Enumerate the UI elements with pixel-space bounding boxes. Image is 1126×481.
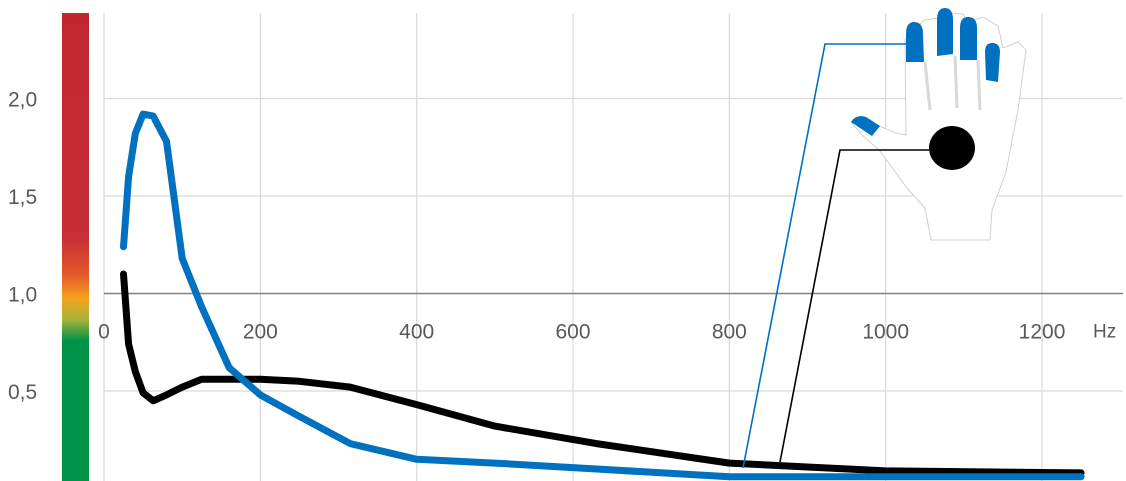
x-tick-label: 200: [243, 321, 278, 344]
x-tick-label: 600: [555, 321, 590, 344]
risk-color-scale: [62, 13, 89, 481]
fingers-leader-line: [742, 43, 906, 469]
fingertip-index: [906, 22, 924, 62]
fingertip-ring: [960, 17, 977, 60]
palm-sensor-icon: [929, 126, 975, 170]
palm-leader-line: [779, 149, 929, 463]
series-line-fingers: [120, 110, 1085, 481]
fingertip-little: [985, 43, 1000, 82]
x-axis-unit: Hz: [1093, 322, 1116, 343]
series-line-palm: [120, 270, 1085, 477]
fingertip-middle: [937, 8, 953, 56]
y-tick-label: 2,0: [8, 89, 37, 112]
glove-icon: [850, 8, 1027, 241]
x-tick-label: 1000: [862, 321, 909, 344]
x-tick-label: 800: [712, 321, 747, 344]
y-tick-label: 0,5: [8, 381, 37, 404]
fingertip-thumb: [851, 116, 880, 136]
x-tick-label: 1200: [1019, 321, 1066, 344]
axis-ticks: 0,5 1,0 1,5 2,0 0 200 400 600 800 1000 1200 Hz: [8, 89, 1116, 405]
series-group: [120, 110, 1085, 481]
y-tick-label: 1,5: [8, 186, 37, 209]
finger-lines: [923, 55, 982, 111]
y-tick-label: 1,0: [8, 284, 37, 307]
x-tick-label: 400: [399, 321, 434, 344]
x-tick-label: 0: [98, 321, 110, 344]
